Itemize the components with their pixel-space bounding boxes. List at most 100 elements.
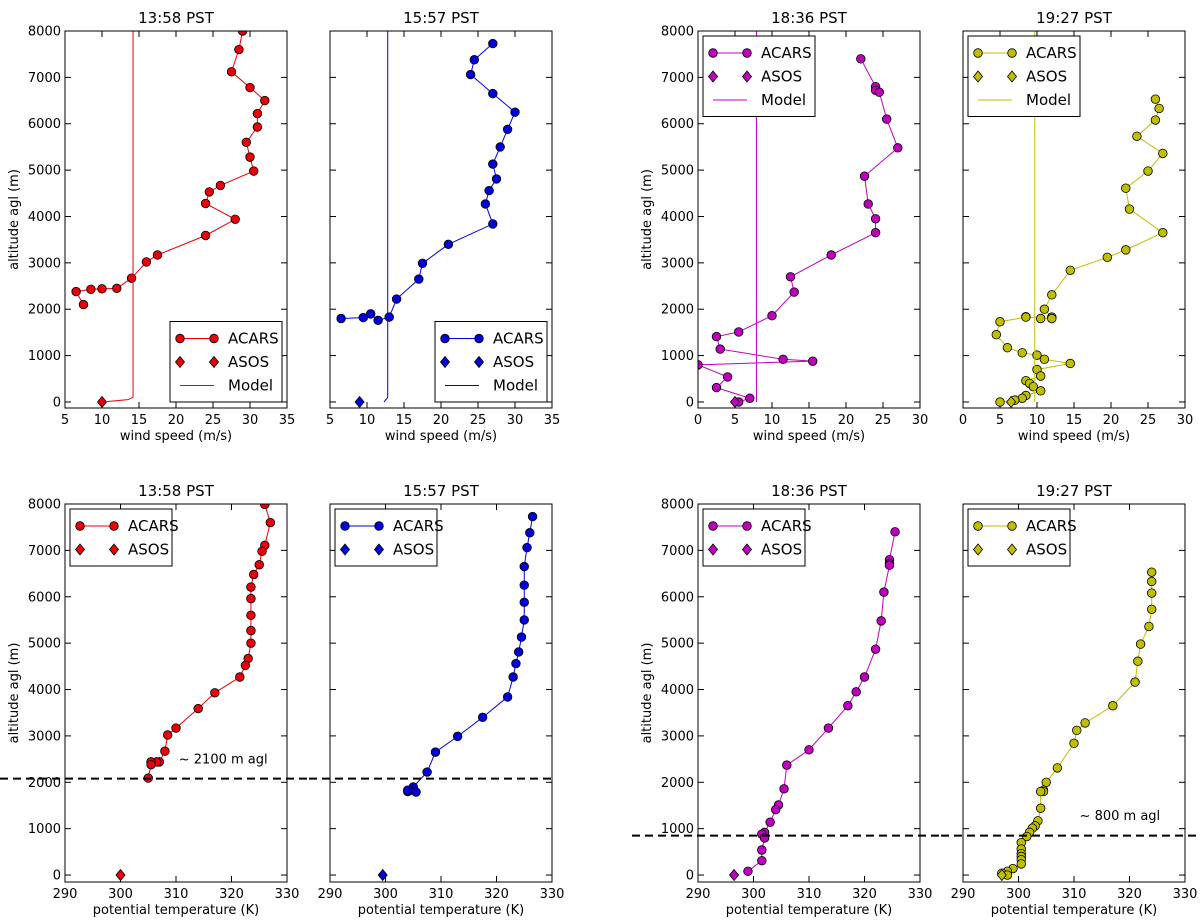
y-tick-label: 5000 xyxy=(28,637,61,652)
marker xyxy=(491,174,502,184)
marker xyxy=(403,785,413,795)
x-tick-label: 25 xyxy=(875,413,892,428)
legend-label: ASOS xyxy=(228,353,269,371)
y-axis-label: altitude agl (m) xyxy=(640,169,655,270)
marker xyxy=(339,543,351,556)
y-tick-label: 7000 xyxy=(661,544,694,559)
marker xyxy=(474,333,484,344)
panel-title: 19:27 PST xyxy=(1036,9,1113,27)
x-tick-label: 310 xyxy=(164,887,189,902)
x-tick-label: 15 xyxy=(131,413,148,428)
marker xyxy=(879,587,889,597)
marker xyxy=(511,658,521,669)
x-tick-label: 35 xyxy=(544,413,561,428)
marker xyxy=(377,868,388,882)
marker xyxy=(1154,103,1164,114)
marker xyxy=(171,723,181,733)
marker xyxy=(1132,131,1142,141)
marker xyxy=(1052,763,1063,773)
x-tick-label: 35 xyxy=(279,413,296,428)
legend-label: ACARS xyxy=(1026,517,1077,535)
x-tick-label: 310 xyxy=(797,887,822,902)
marker xyxy=(527,511,538,522)
marker xyxy=(146,759,156,770)
marker xyxy=(112,283,122,294)
marker xyxy=(230,214,240,224)
panel: 19:27 PST potential temperature (K) 290 300… xyxy=(941,482,1200,918)
marker xyxy=(708,521,718,531)
x-tick-label: 290 xyxy=(53,887,78,902)
legend-label: Model xyxy=(228,377,273,395)
marker xyxy=(804,745,814,755)
marker xyxy=(215,180,226,191)
marker xyxy=(340,521,350,531)
marker xyxy=(1121,183,1131,193)
legend-label: ASOS xyxy=(128,541,169,559)
legend-label: ASOS xyxy=(493,353,534,371)
x-tick-label: 330 xyxy=(275,887,300,902)
marker xyxy=(745,393,755,403)
marker xyxy=(109,521,119,531)
marker xyxy=(235,672,245,682)
marker xyxy=(729,868,740,882)
marker xyxy=(208,355,220,369)
marker xyxy=(477,712,488,723)
marker xyxy=(141,257,152,267)
marker xyxy=(488,88,498,99)
marker xyxy=(1006,543,1018,556)
marker xyxy=(823,723,834,733)
legend-box xyxy=(702,508,806,567)
marker xyxy=(1124,204,1135,214)
panel: 13:58 PST wind speed (m/s) altitude agl (m… xyxy=(7,9,295,444)
x-tick-label: 330 xyxy=(540,887,565,902)
marker xyxy=(1072,725,1082,736)
marker xyxy=(246,638,256,648)
marker xyxy=(384,312,394,322)
marker xyxy=(785,272,796,282)
marker xyxy=(1002,343,1013,353)
marker xyxy=(972,70,984,83)
marker xyxy=(1150,94,1161,104)
legend: ACARS ASOS xyxy=(702,508,812,567)
panel: 15:57 PST potential temperature (K) 290 300… xyxy=(309,482,565,918)
marker xyxy=(893,143,903,153)
panel-title: 18:36 PST xyxy=(771,9,848,27)
marker xyxy=(174,355,186,369)
marker xyxy=(711,331,722,342)
marker xyxy=(241,137,252,147)
marker xyxy=(1130,677,1140,687)
x-tick-label: 320 xyxy=(1117,887,1142,902)
legend-box xyxy=(334,508,438,567)
marker xyxy=(358,312,369,323)
marker xyxy=(1150,115,1161,125)
marker xyxy=(1035,803,1046,813)
marker xyxy=(373,315,383,326)
annotation: ~ 2100 m agl xyxy=(179,753,268,768)
x-tick-label: 30 xyxy=(507,413,524,428)
y-tick-label: 8000 xyxy=(28,498,61,513)
x-tick-label: 20 xyxy=(838,413,855,428)
legend-label: ASOS xyxy=(761,68,802,86)
marker xyxy=(995,397,1005,407)
marker xyxy=(1035,371,1046,381)
marker xyxy=(443,239,454,250)
y-tick-label: 1000 xyxy=(28,822,61,837)
marker xyxy=(1016,859,1026,869)
y-tick-label: 8000 xyxy=(28,25,61,40)
marker xyxy=(1135,639,1146,649)
marker xyxy=(708,48,718,58)
marker xyxy=(870,214,881,224)
legend-box xyxy=(702,35,816,117)
legend: ACARS ASOS Model xyxy=(434,321,548,403)
marker xyxy=(246,625,256,636)
x-tick-label: 10 xyxy=(764,413,781,428)
marker xyxy=(519,597,529,608)
x-axis-label: wind speed (m/s) xyxy=(120,429,232,444)
marker xyxy=(870,228,881,238)
marker xyxy=(502,124,513,135)
legend-label: Model xyxy=(493,377,538,395)
marker xyxy=(973,521,983,531)
plot-area xyxy=(377,511,538,882)
y-axis-label: altitude agl (m) xyxy=(7,643,22,744)
marker xyxy=(245,82,255,93)
